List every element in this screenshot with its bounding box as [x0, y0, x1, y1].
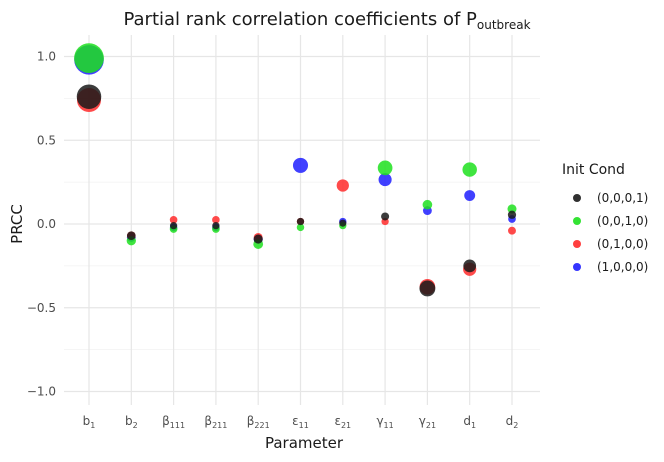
data-point [508, 226, 516, 235]
data-point [464, 190, 476, 201]
x-tick-label: β221 [247, 414, 270, 430]
data-point [296, 223, 305, 232]
data-point [296, 217, 305, 226]
data-point [507, 210, 517, 219]
x-tick-label: d1 [463, 414, 476, 430]
legend-key [573, 240, 581, 248]
x-tick-label: β111 [162, 414, 185, 430]
x-axis-title: Parameter [265, 434, 344, 452]
y-axis-title: PRCC [8, 204, 26, 244]
data-point [462, 162, 477, 177]
legend-key [573, 263, 581, 271]
data-point [381, 212, 390, 221]
chart-title: Partial rank correlation coefficients of… [123, 9, 530, 32]
y-tick-label: 0.5 [37, 133, 56, 147]
data-point [422, 199, 433, 210]
data-point [507, 204, 517, 214]
data-point [76, 84, 102, 109]
y-tick-label: −0.5 [27, 301, 56, 315]
data-point [169, 222, 178, 230]
y-axis-ticks: 1.0 0.5 0.0 −0.5 −1.0 [27, 50, 56, 399]
data-point [377, 160, 393, 176]
legend-label: (0,0,0,1) [597, 191, 648, 205]
data-point [292, 157, 309, 173]
legend-key [573, 217, 581, 225]
chart-title-subscript: outbreak [477, 18, 531, 32]
legend: Init Cond (0,0,0,1) (0,0,1,0) (0,1,0,0) (1,… [562, 162, 648, 274]
y-tick-label: 1.0 [37, 50, 56, 64]
x-tick-label: b1 [83, 414, 96, 430]
data-point [336, 179, 349, 192]
data-point [212, 216, 220, 224]
data-point [169, 216, 178, 224]
data-point [74, 43, 104, 74]
x-tick-label: b2 [125, 414, 138, 430]
x-tick-label: γ21 [419, 414, 436, 430]
data-point [212, 222, 220, 230]
legend-label: (1,0,0,0) [597, 260, 648, 274]
data-points [74, 43, 517, 297]
y-tick-label: 0.0 [37, 217, 56, 231]
legend-key [573, 194, 581, 202]
data-point [378, 173, 392, 187]
x-axis-ticks: b1 b2 β111 β211 β221 ε11 ε21 γ11 γ21 d1 d2 [83, 414, 519, 430]
data-point [253, 234, 263, 244]
legend-label: (0,1,0,0) [597, 237, 648, 251]
data-point [419, 280, 436, 297]
legend-title: Init Cond [562, 162, 625, 178]
data-point [339, 219, 347, 227]
x-tick-label: ε11 [292, 414, 309, 430]
x-tick-label: γ11 [376, 414, 393, 430]
data-point [463, 259, 477, 273]
x-tick-label: d2 [506, 414, 519, 430]
x-tick-label: ε21 [334, 414, 351, 430]
data-point [126, 231, 136, 241]
legend-label: (0,0,1,0) [597, 214, 648, 228]
x-tick-label: β211 [204, 414, 227, 430]
y-tick-label: −1.0 [27, 385, 56, 399]
